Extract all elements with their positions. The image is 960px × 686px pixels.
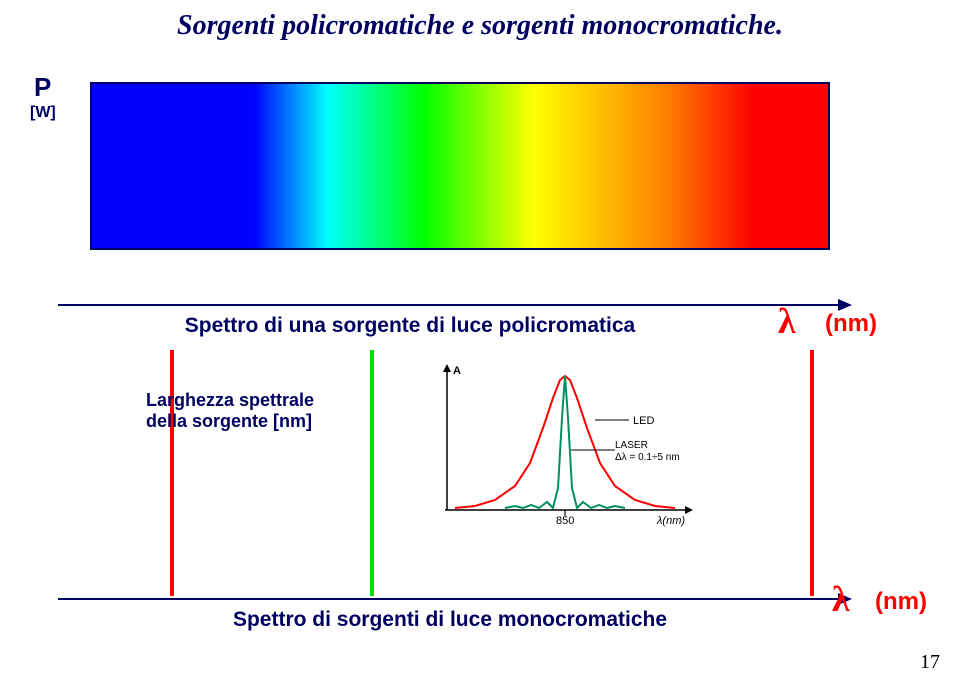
- mono-line-0: [170, 350, 174, 596]
- svg-text:LASER: LASER: [615, 440, 648, 451]
- axis1-lambda: λ: [778, 300, 796, 342]
- axis2-line: [58, 598, 838, 600]
- svg-text:Δλ = 0.1÷5 nm: Δλ = 0.1÷5 nm: [615, 452, 680, 463]
- yaxis-label: P: [34, 72, 51, 103]
- mono-line-2: [810, 350, 814, 596]
- axis2-lambda: λ: [832, 578, 850, 620]
- axis2-caption: Spettro di sorgenti di luce monocromatic…: [170, 608, 730, 632]
- svg-text:λ(nm): λ(nm): [656, 515, 685, 527]
- page-number: 17: [920, 651, 940, 674]
- axis2-unit: (nm): [875, 588, 927, 616]
- inset-plot: Aλ(nm) 850 LED LASERΔλ = 0.1÷5 nm: [415, 358, 705, 538]
- page-title: Sorgenti policromatiche e sorgenti monoc…: [0, 10, 960, 42]
- mono-line-1: [370, 350, 374, 596]
- larghezza-label: Larghezza spettrale della sorgente [nm]: [146, 390, 314, 432]
- axis1-caption: Spettro di una sorgente di luce policrom…: [130, 314, 690, 338]
- spectrum-gradient: [90, 82, 830, 250]
- yaxis-unit: [W]: [30, 104, 56, 122]
- larghezza-line2: della sorgente [nm]: [146, 411, 314, 432]
- svg-text:850: 850: [556, 515, 574, 527]
- svg-text:LED: LED: [633, 415, 654, 427]
- larghezza-line1: Larghezza spettrale: [146, 390, 314, 411]
- axis1-line: [58, 304, 838, 306]
- inset-svg: Aλ(nm) 850 LED LASERΔλ = 0.1÷5 nm: [415, 358, 705, 538]
- svg-text:A: A: [453, 365, 461, 377]
- axis1-unit: (nm): [825, 310, 877, 338]
